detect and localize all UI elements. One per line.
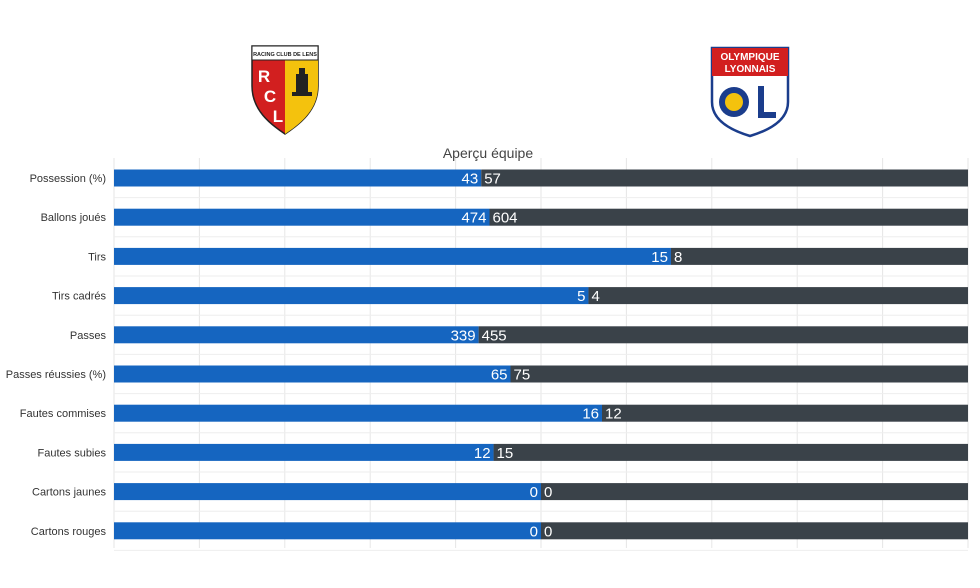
away-bar [510,365,968,383]
away-bar [478,326,968,344]
category-label: Tirs cadrés [52,291,106,303]
svg-text:L: L [273,107,283,126]
away-value-label: 604 [493,210,518,227]
svg-text:RACING CLUB DE LENS: RACING CLUB DE LENS [253,52,317,58]
svg-text:LYONNAIS: LYONNAIS [725,64,776,75]
away-value-label: 12 [605,406,622,423]
away-bar [602,404,968,422]
away-bar [493,443,968,461]
category-label: Fautes subies [38,447,107,459]
away-value-label: 4 [591,288,599,305]
away-bar [541,522,968,540]
category-label: Passes [70,330,107,342]
home-bar [114,247,671,265]
away-bar [588,287,968,305]
home-bar [114,365,511,383]
category-label: Tirs [88,251,106,263]
home-value-label: 15 [651,249,668,266]
home-bar [114,404,602,422]
away-bar [541,483,968,501]
home-value-label: 43 [462,171,479,188]
away-value-label: 57 [484,171,501,188]
home-bar [114,287,589,305]
home-value-label: 0 [530,484,538,501]
away-bar [670,247,968,265]
away-value-label: 75 [514,367,531,384]
rc-lens-logo: RACING CLUB DE LENS R C L [251,45,319,135]
home-bar [114,483,541,501]
away-value-label: 8 [674,249,682,266]
category-label: Cartons jaunes [32,487,106,499]
svg-text:OLYMPIQUE: OLYMPIQUE [720,52,779,63]
home-value-label: 5 [577,288,585,305]
home-bar [114,443,494,461]
home-bar [114,326,479,344]
home-bar [114,522,541,540]
category-label: Ballons joués [41,212,107,224]
home-bar [114,208,490,226]
chart-title: Aperçu équipe [443,145,534,161]
home-value-label: 474 [461,210,486,227]
away-bar [489,208,968,226]
home-value-label: 16 [582,406,599,423]
away-value-label: 0 [544,484,552,501]
home-value-label: 339 [451,327,476,344]
home-value-label: 0 [530,523,538,540]
svg-text:R: R [258,67,270,86]
category-label: Fautes commises [20,408,107,420]
category-label: Cartons rouges [31,526,107,538]
away-value-label: 0 [544,523,552,540]
home-value-label: 65 [491,367,508,384]
category-label: Passes réussies (%) [6,369,106,381]
home-bar [114,169,482,187]
away-value-label: 15 [497,445,514,462]
away-bar [481,169,968,187]
olympique-lyonnais-logo: OLYMPIQUE LYONNAIS [710,46,790,138]
home-value-label: 12 [474,445,491,462]
category-label: Possession (%) [30,173,106,185]
away-value-label: 455 [482,327,507,344]
svg-text:C: C [264,87,276,106]
